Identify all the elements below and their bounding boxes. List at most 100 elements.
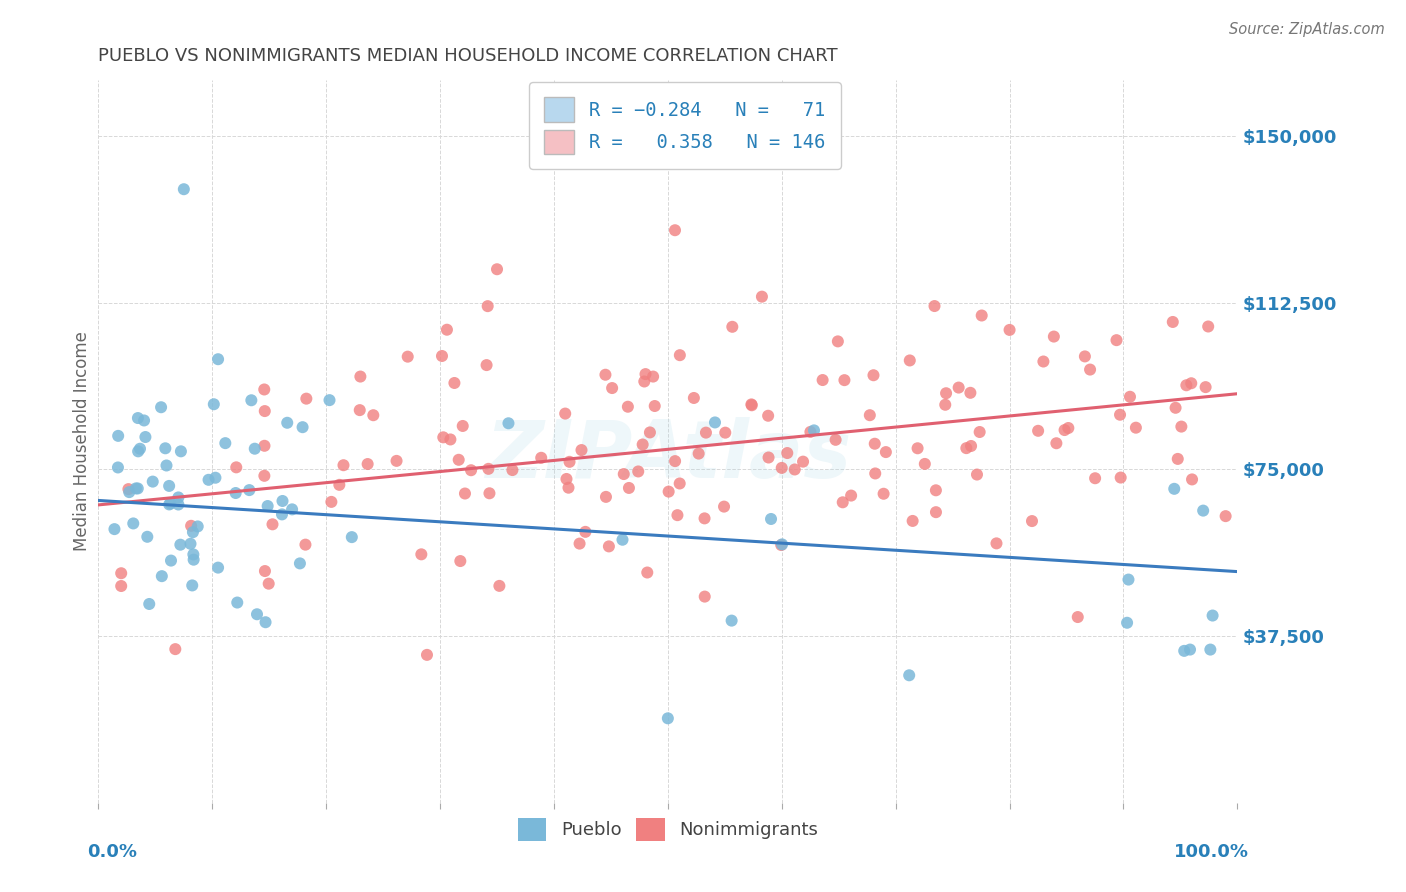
Point xyxy=(683,391,706,405)
Point xyxy=(207,352,229,367)
Point xyxy=(349,403,371,417)
Point xyxy=(167,491,190,505)
Point xyxy=(859,408,882,422)
Point xyxy=(356,457,378,471)
Point xyxy=(225,486,247,500)
Point xyxy=(179,537,201,551)
Point xyxy=(595,490,617,504)
Point xyxy=(295,392,318,406)
Point xyxy=(776,446,799,460)
Point xyxy=(688,447,710,461)
Point xyxy=(924,299,946,313)
Point xyxy=(1170,419,1192,434)
Point xyxy=(253,404,276,418)
Point xyxy=(631,437,654,451)
Point xyxy=(294,538,316,552)
Point xyxy=(634,367,657,381)
Point xyxy=(396,350,419,364)
Point xyxy=(1074,350,1097,364)
Point xyxy=(477,462,499,476)
Point xyxy=(276,416,298,430)
Point xyxy=(758,450,780,465)
Point xyxy=(713,500,735,514)
Point xyxy=(998,323,1021,337)
Point xyxy=(1161,315,1184,329)
Point xyxy=(571,443,593,458)
Point xyxy=(107,429,129,443)
Point xyxy=(613,467,636,481)
Point xyxy=(181,578,204,592)
Point xyxy=(751,290,773,304)
Point xyxy=(824,433,846,447)
Point xyxy=(256,499,278,513)
Point xyxy=(253,383,276,397)
Point xyxy=(770,538,793,552)
Point xyxy=(1109,408,1132,422)
Point xyxy=(721,319,744,334)
Point xyxy=(340,530,363,544)
Point xyxy=(150,569,173,583)
Point xyxy=(478,486,501,500)
Point xyxy=(1199,642,1222,657)
Point xyxy=(155,458,177,473)
Point xyxy=(110,566,132,581)
Point xyxy=(332,458,354,473)
Point xyxy=(321,495,343,509)
Point xyxy=(207,560,229,574)
Point xyxy=(1181,472,1204,486)
Point xyxy=(460,463,482,477)
Point xyxy=(1116,615,1139,630)
Point xyxy=(150,401,173,415)
Point xyxy=(1167,451,1189,466)
Point xyxy=(226,596,249,610)
Point xyxy=(1178,642,1201,657)
Point xyxy=(558,455,581,469)
Point xyxy=(617,400,640,414)
Point xyxy=(1215,509,1237,524)
Point xyxy=(1021,514,1043,528)
Point xyxy=(811,373,834,387)
Point xyxy=(1118,573,1140,587)
Point xyxy=(759,512,782,526)
Point xyxy=(103,522,125,536)
Point xyxy=(693,511,716,525)
Point xyxy=(925,505,948,519)
Point xyxy=(770,461,793,475)
Point xyxy=(180,518,202,533)
Point xyxy=(165,642,187,657)
Point xyxy=(914,457,936,471)
Point xyxy=(627,465,650,479)
Point xyxy=(1163,482,1185,496)
Point xyxy=(907,442,929,456)
Point xyxy=(898,353,921,368)
Point xyxy=(1078,362,1101,376)
Point xyxy=(1053,423,1076,437)
Point xyxy=(488,579,510,593)
Point xyxy=(204,471,226,485)
Point xyxy=(960,439,983,453)
Point xyxy=(901,514,924,528)
Point xyxy=(159,496,181,510)
Point xyxy=(1194,380,1216,394)
Point xyxy=(127,411,149,425)
Point xyxy=(167,498,190,512)
Point xyxy=(1043,329,1066,343)
Point xyxy=(783,462,806,476)
Point xyxy=(118,485,141,500)
Point xyxy=(183,552,205,566)
Point xyxy=(955,441,977,455)
Point xyxy=(863,436,886,450)
Point xyxy=(574,524,596,539)
Point xyxy=(799,425,821,439)
Point xyxy=(1105,333,1128,347)
Point xyxy=(803,423,825,437)
Point xyxy=(704,416,727,430)
Point xyxy=(110,579,132,593)
Point xyxy=(253,468,276,483)
Point xyxy=(969,425,991,439)
Text: 0.0%: 0.0% xyxy=(87,843,136,861)
Point xyxy=(243,442,266,456)
Point xyxy=(970,309,993,323)
Point xyxy=(657,711,679,725)
Point xyxy=(170,444,193,458)
